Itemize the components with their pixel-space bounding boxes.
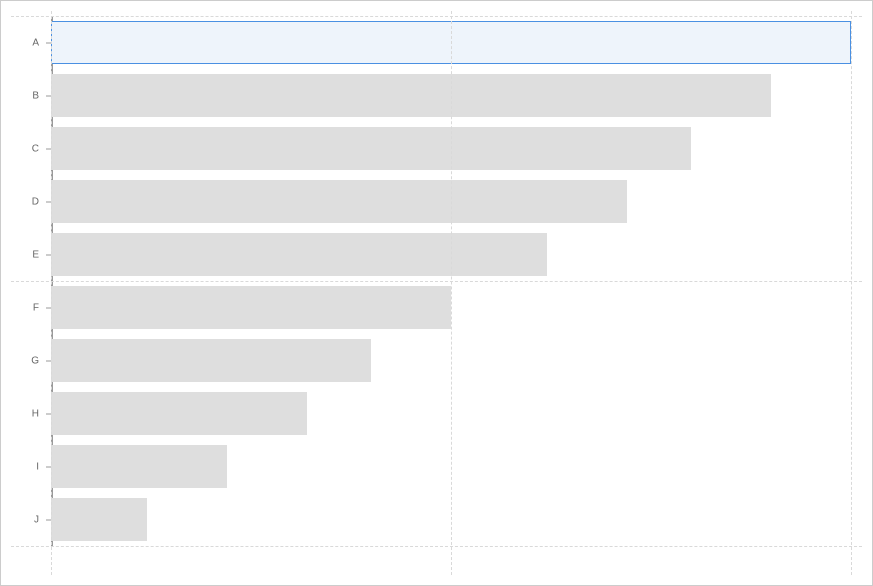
category-label: B <box>21 90 39 101</box>
category-label: A <box>21 37 39 48</box>
category-label: D <box>21 196 39 207</box>
category-label: E <box>21 249 39 260</box>
bar[interactable] <box>51 286 451 329</box>
y-axis-tick <box>46 413 51 414</box>
bar[interactable] <box>51 498 147 541</box>
gridline-vertical <box>851 11 852 575</box>
y-axis-tick <box>46 95 51 96</box>
bar[interactable] <box>51 445 227 488</box>
bar[interactable] <box>51 233 547 276</box>
y-axis-tick <box>46 307 51 308</box>
bar[interactable] <box>51 127 691 170</box>
chart-container: A B C D E F G H I J <box>0 0 873 586</box>
y-axis-tick <box>46 201 51 202</box>
gridline-horizontal <box>11 546 862 547</box>
y-axis-tick <box>46 519 51 520</box>
category-label: G <box>21 355 39 366</box>
y-axis-tick <box>46 360 51 361</box>
category-label: C <box>21 143 39 154</box>
category-label: I <box>21 461 39 472</box>
y-axis-tick <box>46 42 51 43</box>
gridline-vertical <box>451 11 452 575</box>
bar[interactable] <box>51 180 627 223</box>
gridline-horizontal <box>11 281 862 282</box>
y-axis-tick <box>46 148 51 149</box>
bar[interactable] <box>51 74 771 117</box>
category-label: J <box>21 514 39 525</box>
gridline-horizontal <box>11 16 862 17</box>
bar[interactable] <box>51 392 307 435</box>
category-label: H <box>21 408 39 419</box>
category-label: F <box>21 302 39 313</box>
y-axis-tick <box>46 254 51 255</box>
chart-inner: A B C D E F G H I J <box>11 11 862 575</box>
gridline-vertical <box>51 11 52 575</box>
bar[interactable] <box>51 339 371 382</box>
y-axis-tick <box>46 466 51 467</box>
